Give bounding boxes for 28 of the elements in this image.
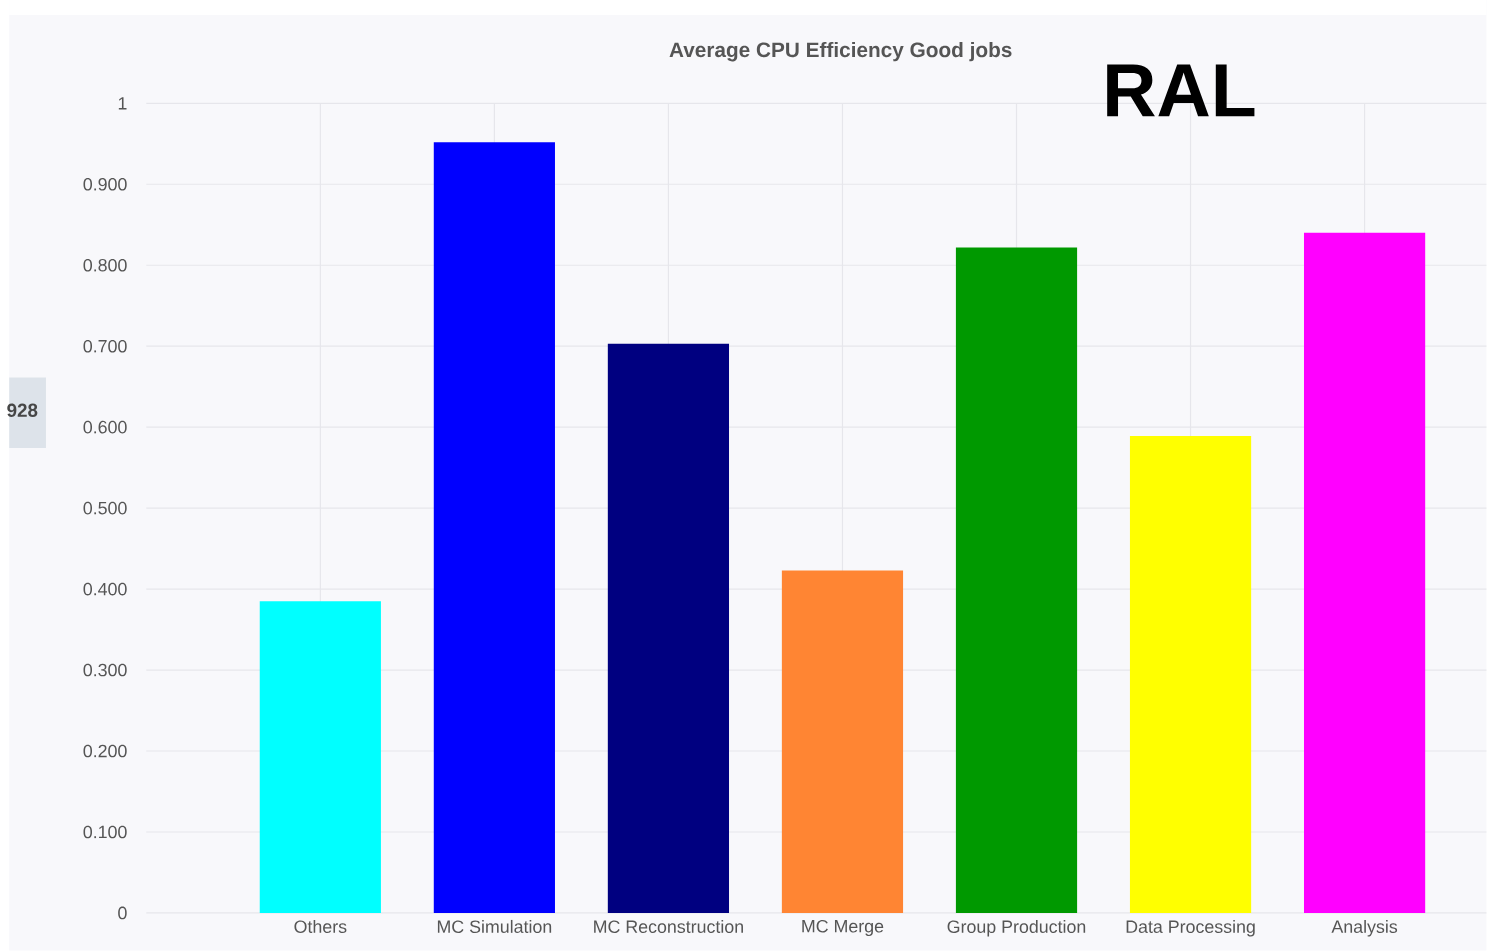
y-tick-label: 1 xyxy=(118,97,127,110)
y-tick-label: 0.800 xyxy=(83,259,127,272)
y-tick-label: 0.600 xyxy=(83,421,127,434)
chart-title: Average CPU Efficiency Good jobs xyxy=(669,42,1012,62)
x-tick-label: Analysis xyxy=(1331,920,1398,937)
y-tick-label: 0.400 xyxy=(83,582,127,596)
y-tick-label: 0.500 xyxy=(83,501,127,515)
y-tick-label: 0 xyxy=(118,906,127,920)
y-tick-label: 0.200 xyxy=(83,744,127,758)
x-tick-label: MC Reconstruction xyxy=(594,920,743,934)
y-tick-label: 0.700 xyxy=(83,340,127,353)
y-tick-label: 0.900 xyxy=(83,178,127,191)
bar xyxy=(781,570,904,914)
y-tick-label: 0.100 xyxy=(83,825,127,839)
bar xyxy=(955,247,1078,914)
x-tick-label: Others xyxy=(294,920,347,934)
bar xyxy=(1129,436,1252,914)
bar xyxy=(607,343,730,914)
bar xyxy=(259,601,381,914)
x-tick-label: MC Simulation xyxy=(437,920,552,934)
bar xyxy=(1303,233,1426,914)
x-tick-label: Group Production xyxy=(947,920,1086,937)
bar xyxy=(433,142,555,914)
annotation: RAL xyxy=(1107,64,1255,117)
x-tick-label: Data Processing xyxy=(1126,920,1255,937)
y-tick-label: 0.300 xyxy=(83,663,127,677)
x-tick-label: MC Merge xyxy=(802,920,884,937)
text: 928 xyxy=(7,403,38,418)
